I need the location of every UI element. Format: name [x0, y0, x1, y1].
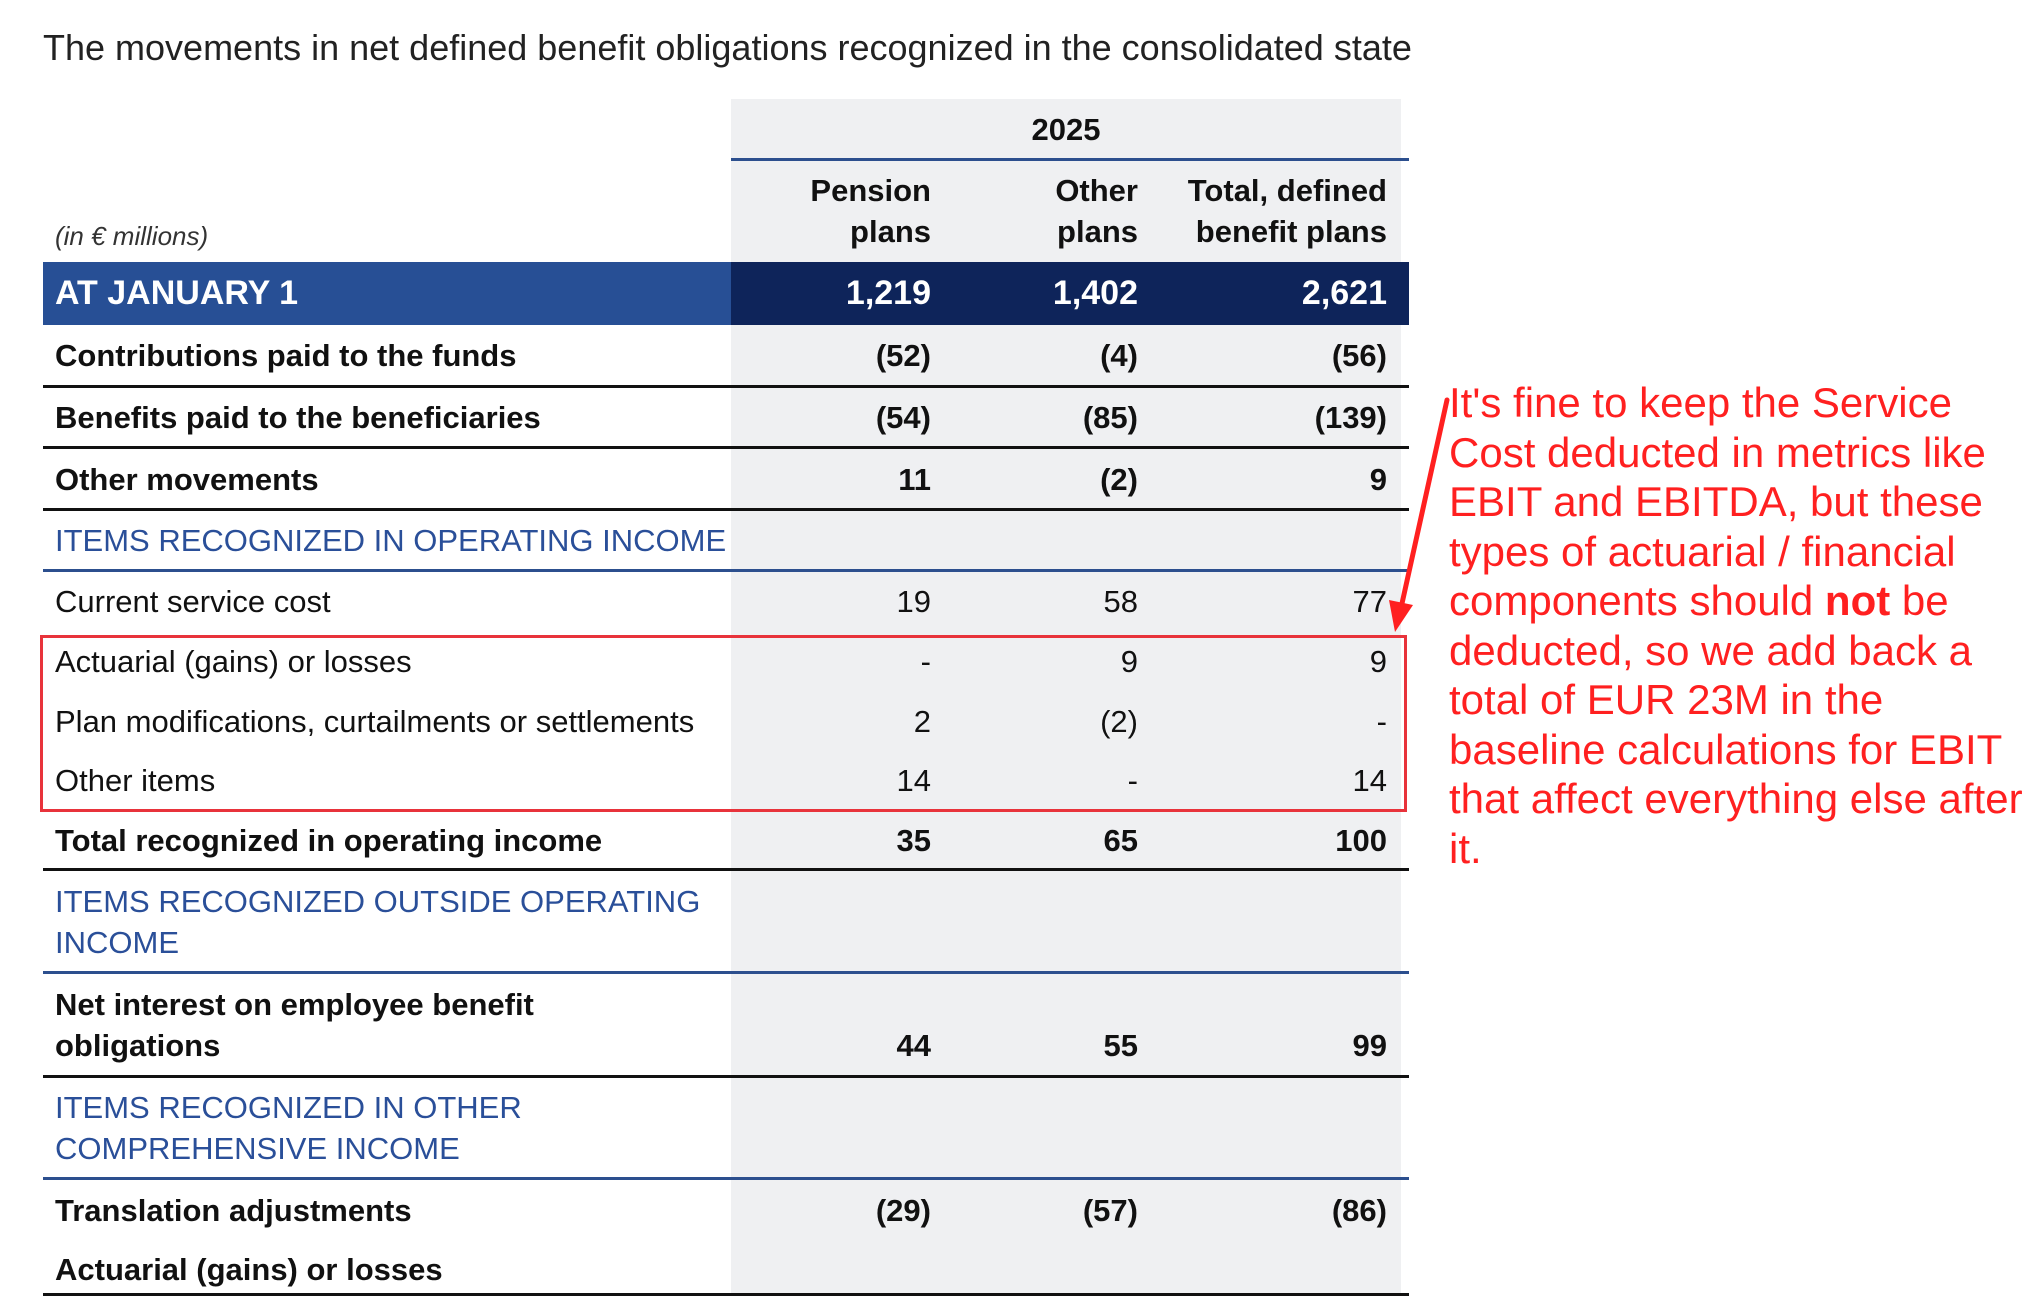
- section-divider: [43, 971, 1409, 974]
- row-label: Current service cost: [55, 584, 331, 619]
- row-label: Other movements: [55, 462, 319, 497]
- unit-label: (in € millions): [55, 221, 209, 251]
- row-value-pension: (29): [875, 1193, 931, 1228]
- arrow-head: [1389, 600, 1413, 632]
- opening-band-right: [731, 262, 1409, 325]
- row-divider: [43, 446, 1409, 449]
- row-label: Plan modifications, curtailments or sett…: [55, 704, 695, 739]
- annotation-note: It's fine to keep the Service Cost deduc…: [1449, 379, 2023, 872]
- row-value-other: (57): [1082, 1193, 1138, 1228]
- section-header-outside-operating-income: ITEMS RECOGNIZED OUTSIDE OPERATING INCOM…: [55, 884, 701, 960]
- row-value-pension: 2: [913, 704, 931, 739]
- row-value-total: (86): [1331, 1193, 1387, 1228]
- row-value-pension: (54): [875, 400, 931, 435]
- row-label: Total recognized in operating income: [55, 823, 603, 858]
- opening-label: AT JANUARY 1: [55, 274, 299, 312]
- row-value-other: (2): [1100, 462, 1138, 497]
- row-value-other: (4): [1100, 338, 1138, 373]
- row-value-pension: (52): [875, 338, 931, 373]
- section-divider: [43, 569, 1409, 572]
- row-label: Actuarial (gains) or losses: [55, 644, 412, 679]
- row-value-total: 9: [1369, 462, 1387, 497]
- row-divider: [43, 1293, 1409, 1296]
- row-value-total: 100: [1335, 823, 1387, 858]
- opening-value-other: 1,402: [1052, 274, 1138, 312]
- row-value-pension: -: [920, 644, 931, 679]
- column-header-other: Other plans: [1055, 173, 1138, 249]
- row-value-total: -: [1376, 704, 1387, 739]
- row-value-pension: 19: [896, 584, 931, 619]
- row-value-total: (56): [1331, 338, 1387, 373]
- row-value-pension: 35: [896, 823, 931, 858]
- row-value-other: (2): [1100, 704, 1138, 739]
- row-label: Other items: [55, 763, 216, 798]
- section-header-other-comprehensive-income: ITEMS RECOGNIZED IN OTHER COMPREHENSIVE …: [55, 1090, 522, 1166]
- row-value-total: 9: [1369, 644, 1387, 679]
- row-value-other: 58: [1103, 584, 1138, 619]
- opening-value-pension: 1,219: [845, 274, 931, 312]
- section-header-operating-income: ITEMS RECOGNIZED IN OPERATING INCOME: [55, 523, 727, 558]
- year-header: 2025: [1031, 112, 1101, 147]
- row-value-total: (139): [1314, 400, 1387, 435]
- row-label: Actuarial (gains) or losses: [55, 1252, 443, 1287]
- row-divider: [43, 385, 1409, 388]
- row-value-other: 65: [1103, 823, 1138, 858]
- row-value-total: 14: [1352, 763, 1387, 798]
- opening-value-total: 2,621: [1301, 274, 1387, 312]
- row-value-total: 77: [1352, 584, 1387, 619]
- highlight-box: [40, 635, 1407, 812]
- row-divider: [43, 868, 1409, 871]
- intro-text: The movements in net defined benefit obl…: [43, 27, 1413, 68]
- row-value-total: 99: [1352, 1028, 1387, 1063]
- row-label: Contributions paid to the funds: [55, 338, 517, 373]
- year-underline: [731, 158, 1409, 161]
- row-value-pension: 44: [896, 1028, 931, 1063]
- row-divider: [43, 1075, 1409, 1078]
- opening-band-left: [43, 262, 731, 325]
- row-value-other: 9: [1120, 644, 1138, 679]
- section-divider: [43, 1177, 1409, 1180]
- row-value-other: 55: [1103, 1028, 1138, 1063]
- arrow-shaft: [1398, 397, 1450, 611]
- row-value-other: (85): [1082, 400, 1138, 435]
- row-divider: [43, 508, 1409, 511]
- row-value-pension: 11: [898, 462, 931, 497]
- row-value-other: -: [1127, 763, 1138, 798]
- row-value-pension: 14: [896, 763, 931, 798]
- row-label: Translation adjustments: [55, 1193, 412, 1228]
- column-header-pension: Pension plans: [810, 173, 931, 249]
- row-label: Benefits paid to the beneficiaries: [55, 400, 541, 435]
- annotation-emphasis: not: [1824, 577, 1891, 624]
- column-header-total: Total, defined benefit plans: [1187, 173, 1387, 249]
- row-label: Net interest on employee benefit obligat…: [55, 987, 534, 1063]
